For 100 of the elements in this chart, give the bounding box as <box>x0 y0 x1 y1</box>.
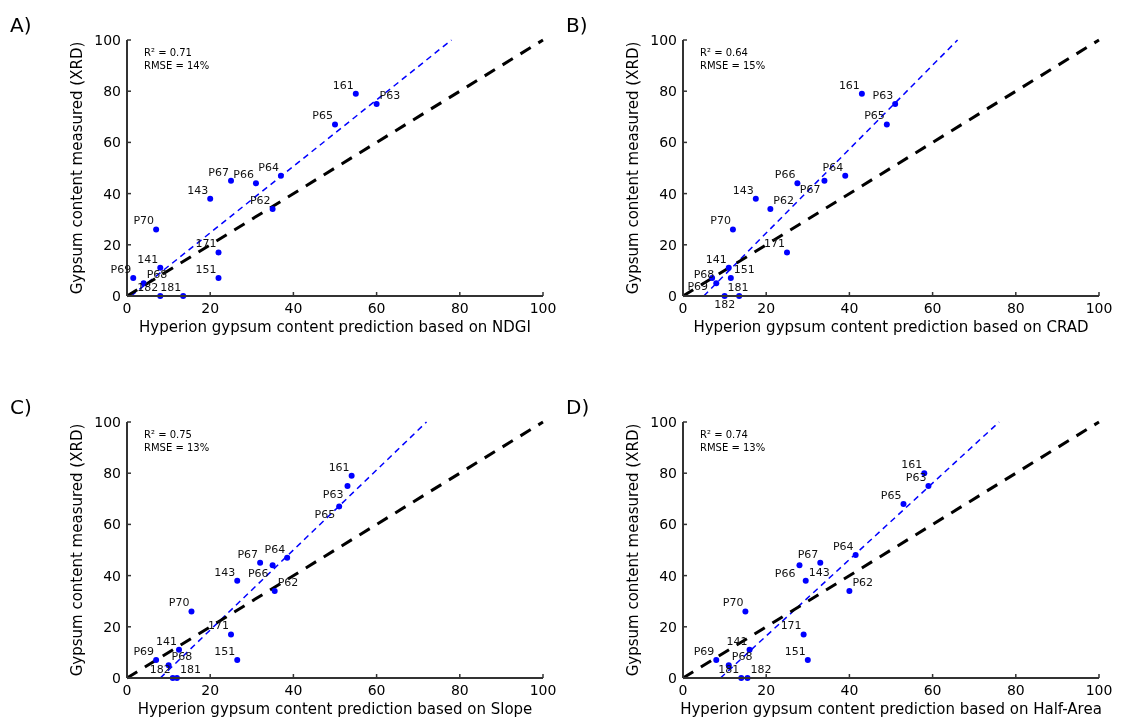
x-tick-label: 40 <box>840 682 859 698</box>
annotation: 182 <box>149 663 171 676</box>
annotation: P68 <box>171 650 193 664</box>
chart-title: B) <box>566 13 588 37</box>
x-tick-label: 100 <box>1085 300 1113 316</box>
y-tick-label: 100 <box>94 414 121 430</box>
x-tick-label: 80 <box>450 682 469 698</box>
annotation: 141 <box>156 634 177 648</box>
x-axis-title: Hyperion gypsum content prediction based on NDGI <box>139 318 531 336</box>
annotation: P70 <box>168 596 190 610</box>
annotation: 161 <box>328 460 350 474</box>
annotation: 141 <box>137 252 159 266</box>
x-tick-label: 60 <box>923 300 942 316</box>
x-axis-title: Hyperion gypsum content prediction based on Slope <box>137 700 533 718</box>
annotation: P65 <box>864 109 885 123</box>
chart-title: C) <box>10 395 32 419</box>
annotation: R² = 0.71 <box>144 47 192 58</box>
y-tick-label: 40 <box>103 185 121 202</box>
chart-title: A) <box>10 13 32 37</box>
annotation: 161 <box>332 78 354 92</box>
y-axis-title: Gypsum content measured (XRD) <box>624 41 642 295</box>
y-tick-label: 0 <box>668 288 677 304</box>
y-tick-label: 0 <box>112 670 121 686</box>
x-tick-label: 20 <box>757 682 776 698</box>
x-tick-label: 60 <box>367 300 386 316</box>
y-tick-label: 60 <box>103 516 121 533</box>
annotation: 143 <box>732 183 754 197</box>
annotation: RMSE = 14% <box>144 60 210 71</box>
annotation: RMSE = 13% <box>700 442 766 453</box>
x-tick-label: 20 <box>201 300 220 316</box>
annotation: 161 <box>838 78 860 92</box>
y-tick-label: 20 <box>103 236 121 253</box>
annotation: 182 <box>137 281 159 294</box>
y-tick-label: 60 <box>659 516 677 533</box>
annotation: 181 <box>160 281 182 294</box>
annotation: P64 <box>258 160 279 174</box>
annotation: P64 <box>822 160 844 174</box>
y-tick-label: 40 <box>103 567 121 584</box>
x-tick-label: 100 <box>529 682 557 698</box>
x-tick-label: 60 <box>367 682 386 698</box>
annotation: 181 <box>727 281 749 294</box>
y-axis-title: Gypsum content measured (XRD) <box>624 423 642 677</box>
annotation: P65 <box>312 109 333 123</box>
y-axis-title: Gypsum content measured (XRD) <box>68 41 86 295</box>
y-tick-label: 80 <box>659 465 677 482</box>
annotation: 171 <box>780 619 802 633</box>
annotation: P67 <box>799 182 821 196</box>
annotation: P67 <box>237 547 259 561</box>
annotation: P69 <box>687 280 709 294</box>
y-tick-label: 80 <box>103 465 121 482</box>
x-tick-label: 100 <box>529 300 557 316</box>
annotation: R² = 0.75 <box>144 429 192 440</box>
annotation: 143 <box>808 565 830 579</box>
y-tick-label: 100 <box>650 414 677 430</box>
annotation: 151 <box>214 645 236 659</box>
y-tick-label: 40 <box>659 185 677 202</box>
annotation: P70 <box>710 214 731 228</box>
annotation: P65 <box>314 508 336 522</box>
y-tick-label: 60 <box>103 134 121 151</box>
x-tick-label: 80 <box>1006 682 1025 698</box>
x-axis-title: Hyperion gypsum content prediction based on CRAD <box>693 318 1089 336</box>
annotation: 161 <box>901 458 923 472</box>
annotation: P66 <box>247 567 269 581</box>
annotation: P68 <box>146 268 168 282</box>
y-tick-label: 20 <box>659 236 677 253</box>
x-tick-label: 0 <box>678 300 688 316</box>
x-tick-label: 20 <box>201 682 220 698</box>
x-tick-label: 20 <box>757 300 776 316</box>
annotation: P69 <box>133 645 155 659</box>
annotation: P62 <box>852 575 874 589</box>
x-tick-label: 40 <box>284 682 303 698</box>
annotation: P69 <box>693 645 715 659</box>
annotation: 171 <box>208 619 229 633</box>
annotation: P66 <box>233 168 254 182</box>
annotation: 181 <box>179 663 201 676</box>
x-tick-label: 40 <box>840 300 859 316</box>
annotation: P67 <box>797 547 819 561</box>
annotation: P62 <box>249 193 271 207</box>
annotation: P68 <box>693 268 715 282</box>
annotation: 182 <box>714 298 736 311</box>
annotation: RMSE = 15% <box>700 60 766 71</box>
annotation: P66 <box>774 168 796 182</box>
y-tick-label: 0 <box>112 288 121 304</box>
annotation: P64 <box>833 540 854 554</box>
annotation: 182 <box>750 663 772 676</box>
x-tick-label: 80 <box>1006 300 1025 316</box>
x-tick-label: 60 <box>923 682 942 698</box>
annotation: 143 <box>214 565 236 579</box>
annotation: P63 <box>322 488 344 501</box>
annotation: P65 <box>880 488 902 502</box>
y-tick-label: 100 <box>650 32 677 48</box>
y-tick-label: 20 <box>659 618 677 635</box>
x-tick-label: 40 <box>284 300 303 316</box>
annotation: P67 <box>208 165 229 179</box>
annotation: P70 <box>133 214 155 228</box>
annotation: P62 <box>277 575 299 589</box>
annotation: P63 <box>379 89 401 102</box>
annotation: 171 <box>764 237 785 251</box>
annotation: RMSE = 13% <box>144 442 210 453</box>
annotation: 151 <box>195 263 217 277</box>
